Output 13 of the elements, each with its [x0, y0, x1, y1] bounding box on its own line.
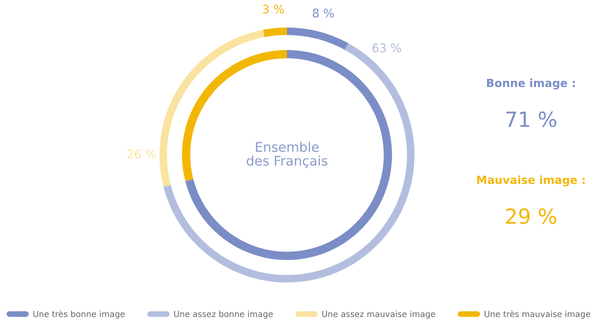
text: Mauvaise image : [477, 175, 585, 186]
text: 29 % [506, 208, 556, 224]
data-label: 26 % [127, 149, 156, 158]
text: Bonne image : [487, 78, 575, 90]
data-label: 3 % [262, 4, 284, 14]
data-label: 8 % [312, 8, 334, 18]
legend-label: Une très mauvaise image [484, 310, 590, 319]
text: 71 % [506, 111, 556, 128]
legend-label: Une assez bonne image [174, 310, 273, 319]
legend-label: Une très bonne image [33, 310, 125, 319]
data-label: 63 % [372, 43, 401, 52]
legend-label: Une assez mauvaise image [322, 310, 436, 319]
text: Ensemble des Français [246, 142, 328, 168]
